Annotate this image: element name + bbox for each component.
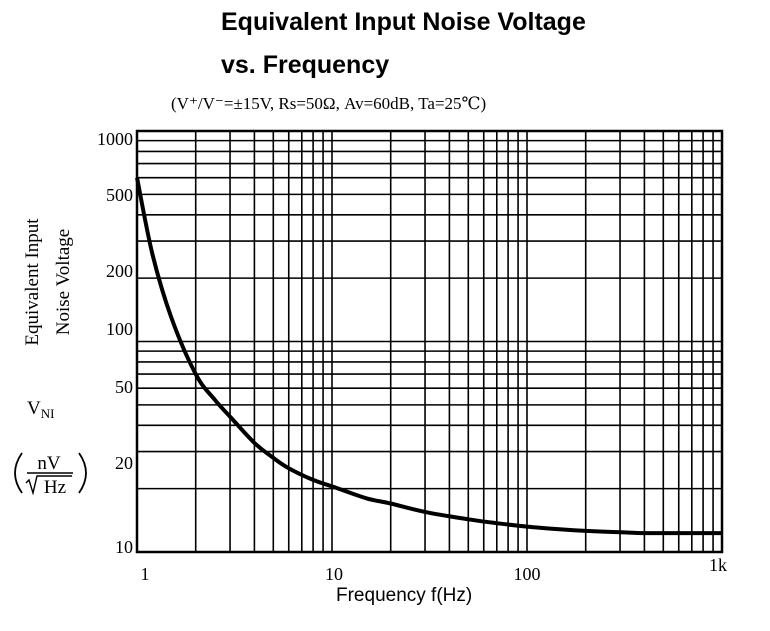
y-axis-label-line2: Noise Voltage bbox=[53, 229, 74, 335]
plot-frame bbox=[135, 129, 724, 554]
chart-title-line2: vs. Frequency bbox=[221, 51, 389, 79]
y-unit-numerator: nV bbox=[37, 453, 61, 474]
x-tick-label: 1k bbox=[709, 555, 727, 575]
x-tick-label: 100 bbox=[514, 564, 541, 584]
x-axis-label: Frequency f(Hz) bbox=[336, 585, 472, 606]
x-tick-label: 1 bbox=[141, 564, 150, 584]
chart-conditions: (V⁺/V⁻=±15V, Rs=50Ω, Av=60dB, Ta=25℃) bbox=[171, 94, 486, 113]
y-symbol-main: V bbox=[27, 398, 41, 419]
sqrt-symbol bbox=[25, 475, 72, 496]
horizontal-gridlines bbox=[137, 139, 722, 553]
y-symbol-subscript: NI bbox=[41, 406, 55, 421]
svg-text:VNI: VNI bbox=[27, 398, 54, 421]
x-tick-labels: 1 10 100 1k bbox=[141, 555, 728, 584]
y-tick-label: 20 bbox=[115, 453, 133, 473]
y-axis-label: Equivalent Input Noise Voltage bbox=[22, 218, 74, 346]
chart-title: Equivalent Input Noise Voltage bbox=[221, 8, 586, 36]
y-tick-label: 200 bbox=[106, 261, 133, 281]
y-tick-labels: 1000 500 200 100 50 20 10 bbox=[97, 129, 133, 557]
y-tick-label: 1000 bbox=[97, 129, 133, 149]
y-tick-label: 10 bbox=[115, 537, 133, 557]
y-unit-denominator: Hz bbox=[44, 477, 66, 498]
x-tick-label: 10 bbox=[325, 564, 343, 584]
unit-left-paren bbox=[14, 452, 23, 494]
y-symbol: VNI bbox=[27, 398, 54, 421]
y-tick-label: 100 bbox=[106, 319, 133, 339]
y-tick-label: 500 bbox=[106, 185, 133, 205]
y-tick-label: 50 bbox=[115, 377, 133, 397]
y-axis-label-line1: Equivalent Input bbox=[22, 218, 43, 346]
y-unit: nV Hz bbox=[14, 452, 87, 498]
noise-curve bbox=[135, 177, 722, 536]
unit-right-paren bbox=[78, 452, 87, 494]
